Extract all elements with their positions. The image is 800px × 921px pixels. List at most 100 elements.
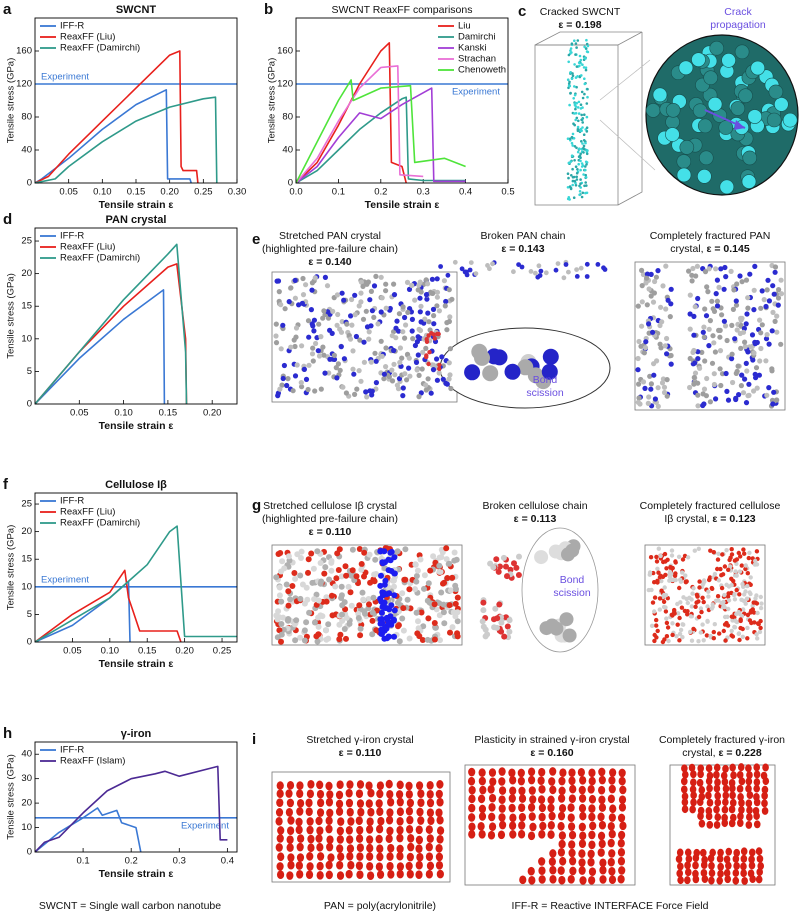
atom <box>343 390 349 396</box>
atom <box>729 351 735 357</box>
atom <box>729 784 736 793</box>
atom <box>406 286 413 292</box>
atom <box>618 795 627 804</box>
atom <box>692 875 700 884</box>
atom <box>643 339 649 345</box>
atom <box>467 776 476 786</box>
atom <box>328 558 335 564</box>
atom <box>358 378 364 384</box>
atom <box>742 339 748 345</box>
atom <box>678 627 684 633</box>
atom <box>491 624 498 631</box>
atom <box>292 637 299 644</box>
atom <box>436 554 443 561</box>
atom <box>755 847 763 856</box>
atom <box>298 555 304 561</box>
atom <box>577 112 581 115</box>
atom <box>752 341 758 347</box>
x-tick-label: 0.05 <box>63 646 82 657</box>
atom <box>701 638 706 643</box>
atom <box>394 318 400 324</box>
atom <box>479 618 486 625</box>
atom <box>558 831 566 840</box>
atom <box>425 376 431 382</box>
atom <box>400 329 406 335</box>
atom <box>585 42 589 46</box>
atom <box>574 111 578 115</box>
chart-title: SWCNT <box>116 4 157 16</box>
atom <box>381 371 387 377</box>
atom <box>733 395 739 401</box>
atom <box>490 564 497 571</box>
atom <box>404 596 411 603</box>
atom <box>580 74 583 77</box>
atom <box>664 634 670 639</box>
atom <box>431 321 437 327</box>
atom <box>736 784 744 793</box>
atom <box>568 794 576 804</box>
atom <box>558 794 566 803</box>
atom <box>397 359 403 366</box>
atom <box>416 807 424 817</box>
atom <box>346 620 353 627</box>
atom <box>473 271 479 276</box>
atom <box>491 349 508 366</box>
atom <box>700 622 705 627</box>
atom <box>585 102 589 105</box>
atom <box>655 578 660 583</box>
atom <box>580 140 583 143</box>
atom <box>538 767 546 777</box>
atom <box>778 291 785 297</box>
atom <box>493 556 500 563</box>
atom <box>608 829 616 839</box>
atom <box>358 566 365 573</box>
atom <box>776 287 782 293</box>
atom <box>328 567 335 574</box>
atom <box>431 601 438 608</box>
atom <box>730 379 736 386</box>
x-tick-label: 0.2 <box>125 856 138 867</box>
atom <box>518 786 526 796</box>
atom <box>655 566 660 571</box>
atom <box>449 296 455 302</box>
atom <box>425 842 433 852</box>
atom <box>702 358 708 364</box>
atom <box>705 619 710 624</box>
atom <box>569 160 573 163</box>
atom <box>570 77 574 80</box>
atom <box>464 364 481 381</box>
x-tick-label: 0.30 <box>228 187 247 198</box>
atom <box>657 596 663 601</box>
atom <box>425 825 433 834</box>
box-outline <box>534 31 643 46</box>
atom <box>716 284 722 290</box>
atom <box>451 549 458 556</box>
atom <box>748 848 756 857</box>
atom <box>415 625 422 632</box>
atom <box>276 798 284 807</box>
atom <box>618 768 626 778</box>
atom <box>549 621 564 636</box>
atom <box>306 817 314 826</box>
atom <box>417 295 423 301</box>
atom <box>336 780 344 790</box>
atom <box>650 299 657 305</box>
atom <box>595 262 601 267</box>
atom <box>608 849 616 858</box>
atom <box>409 282 415 288</box>
atom <box>286 798 295 808</box>
atom <box>782 112 798 128</box>
atom <box>387 305 393 312</box>
footnote: PAN = poly(acrylonitrile) <box>324 900 436 912</box>
atom <box>348 572 355 579</box>
atom <box>444 327 450 333</box>
atom <box>555 261 561 266</box>
atom <box>709 40 724 56</box>
atom <box>756 854 764 863</box>
atom <box>507 566 514 573</box>
atom <box>276 584 283 591</box>
atom <box>429 276 435 282</box>
atom <box>586 87 589 91</box>
atom <box>669 548 675 553</box>
y-tick-label: 0 <box>27 637 32 648</box>
